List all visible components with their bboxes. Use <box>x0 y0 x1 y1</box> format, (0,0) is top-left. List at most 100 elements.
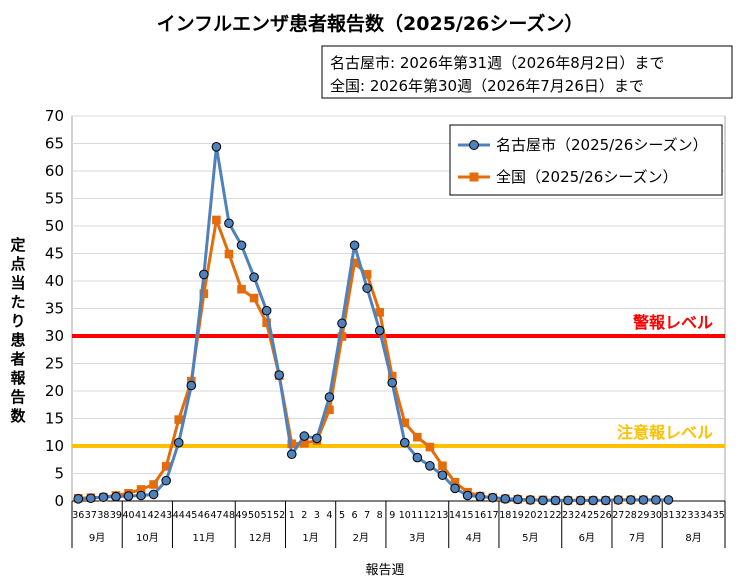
y-tick-label: 65 <box>45 135 64 153</box>
data-point <box>173 437 184 448</box>
y-axis-label-char: り <box>10 312 25 330</box>
x-tick-label: 10 <box>399 510 411 521</box>
x-tick-label: 27 <box>612 510 624 521</box>
x-tick-label: 21 <box>537 510 549 521</box>
month-label: 5月 <box>522 532 538 544</box>
x-tick-label: 8 <box>377 510 383 521</box>
data-point <box>387 377 398 388</box>
x-axis-label: 報告週 <box>365 563 404 578</box>
x-tick-label: 33 <box>688 510 700 521</box>
data-point <box>86 493 96 504</box>
data-point <box>224 249 234 259</box>
data-point <box>613 495 624 505</box>
month-label: 3月 <box>409 532 425 544</box>
month-label: 4月 <box>466 532 482 544</box>
x-tick-label: 15 <box>462 510 474 521</box>
x-tick-label: 36 <box>72 510 84 521</box>
data-point <box>161 475 171 486</box>
legend-marker-national <box>469 172 479 182</box>
data-point <box>299 431 310 441</box>
data-point <box>262 318 271 328</box>
data-point <box>123 491 134 501</box>
data-point <box>387 371 397 381</box>
x-tick-label: 9 <box>389 510 395 521</box>
y-tick-label: 10 <box>45 437 64 455</box>
y-axis-label-char: 者 <box>10 350 25 368</box>
data-point <box>487 492 498 503</box>
month-label: 11月 <box>192 532 215 544</box>
x-tick-label: 38 <box>97 510 109 521</box>
data-point <box>437 470 448 480</box>
data-point <box>475 491 485 502</box>
data-point <box>438 461 447 471</box>
x-tick-label: 1 <box>289 510 295 521</box>
x-tick-label: 46 <box>198 510 210 521</box>
y-tick-label: 25 <box>45 355 64 373</box>
x-tick-label: 41 <box>135 510 147 521</box>
data-point <box>287 439 297 449</box>
data-point <box>413 432 422 442</box>
x-tick-label: 43 <box>160 510 172 521</box>
x-tick-label: 23 <box>562 510 574 521</box>
y-tick-label: 35 <box>45 300 64 318</box>
threshold-label: 注意報レベル <box>617 423 713 442</box>
data-point <box>337 318 347 329</box>
data-point <box>249 293 259 303</box>
data-point <box>261 305 272 316</box>
x-tick-label: 25 <box>587 510 599 521</box>
data-point <box>249 272 259 282</box>
data-point <box>400 418 410 428</box>
x-tick-label: 6 <box>352 510 358 521</box>
data-point <box>362 283 372 293</box>
x-tick-label: 20 <box>524 510 536 521</box>
y-tick-label: 15 <box>45 410 64 428</box>
x-tick-label: 48 <box>223 510 235 521</box>
data-point <box>525 495 536 505</box>
y-axis-label-char: 患 <box>10 331 25 349</box>
data-point <box>462 490 473 501</box>
data-point <box>375 308 384 317</box>
y-tick-label: 70 <box>45 107 64 125</box>
x-tick-label: 52 <box>273 510 285 521</box>
legend: 名古屋市（2025/26シーズン） 全国（2025/26シーズン） <box>449 124 723 196</box>
data-point <box>500 494 511 504</box>
x-tick-label: 44 <box>173 510 185 521</box>
data-point <box>425 461 435 471</box>
x-tick-label: 34 <box>700 510 712 521</box>
x-tick-label: 7 <box>364 510 370 521</box>
x-tick-label: 32 <box>675 510 687 521</box>
x-tick-label: 22 <box>549 510 561 521</box>
data-point <box>425 442 435 452</box>
data-point <box>600 495 611 506</box>
legend-label-national: 全国（2025/26シーズン） <box>496 168 678 186</box>
x-tick-label: 42 <box>148 510 160 521</box>
data-point <box>149 480 158 489</box>
data-point <box>161 462 171 471</box>
data-point <box>450 483 460 494</box>
data-point <box>174 415 184 424</box>
month-label: 6月 <box>579 532 595 544</box>
report-period-nagoya: 名古屋市: 2026年第31週（2026年8月2日）まで <box>330 54 664 72</box>
x-tick-label: 49 <box>235 510 247 521</box>
data-point <box>412 452 423 463</box>
data-point <box>199 289 209 298</box>
month-label: 8月 <box>685 532 701 544</box>
data-point <box>538 495 548 506</box>
x-tick-label: 3 <box>314 510 320 521</box>
threshold-label: 警報レベル <box>632 313 713 332</box>
data-point <box>588 495 598 506</box>
y-axis-label-char: 定 <box>10 236 25 254</box>
data-point <box>274 370 285 380</box>
x-tick-label: 14 <box>449 510 461 521</box>
y-axis-label-char: 当 <box>10 274 25 292</box>
y-tick-label: 60 <box>45 162 64 180</box>
legend-box <box>449 124 723 196</box>
y-tick-label: 20 <box>45 382 64 400</box>
data-point <box>98 492 109 502</box>
month-label: 7月 <box>629 532 645 544</box>
data-point <box>399 437 410 448</box>
data-point <box>199 269 209 280</box>
report-period-national: 全国: 2026年第30週（2026年7月26日）まで <box>330 77 644 95</box>
data-point <box>512 494 523 505</box>
